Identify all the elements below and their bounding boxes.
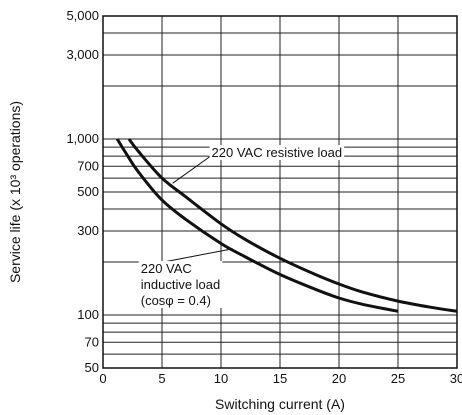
curves xyxy=(115,138,458,313)
inductive-label-line3: (cosφ = 0.4) xyxy=(141,293,211,308)
y-tick-label: 500 xyxy=(77,184,99,199)
x-tick-label: 15 xyxy=(273,371,287,386)
y-tick-label: 3,000 xyxy=(66,47,99,62)
x-tick-label: 30 xyxy=(450,371,462,386)
inductive-label-mask xyxy=(138,261,223,309)
y-axis-label: Service life (x 10³ operations) xyxy=(7,101,23,283)
plot-frame xyxy=(102,15,458,369)
x-tick-label: 25 xyxy=(391,371,405,386)
x-axis-label: Switching current (A) xyxy=(215,396,345,412)
y-tick-label: 70 xyxy=(85,334,99,349)
grid xyxy=(102,15,458,369)
annotation-resistive: 220 VAC resistive load xyxy=(172,145,345,184)
y-tick-label: 100 xyxy=(77,307,99,322)
y-tick-label: 1,000 xyxy=(66,131,99,146)
resistive-label-mask xyxy=(209,145,345,161)
resistive-load-label: 220 VAC resistive load xyxy=(212,145,343,160)
tick-labels: 5,000 3,000 1,000 700 500 300 100 70 500 5 10 15 20 2… xyxy=(66,8,462,386)
x-tick-label: 0 xyxy=(99,371,106,386)
y-tick-label: 50 xyxy=(85,360,99,375)
inductive-load-curve xyxy=(115,138,399,313)
x-tick-label: 20 xyxy=(332,371,346,386)
annotation-inductive: 220 VAC inductive load (cosφ = 0.4) xyxy=(138,248,233,309)
inductive-label-line2: inductive load xyxy=(141,277,221,292)
y-tick-label: 5,000 xyxy=(66,8,99,23)
x-tick-label: 5 xyxy=(158,371,165,386)
x-tick-label: 10 xyxy=(214,371,228,386)
resistive-load-curve xyxy=(127,138,458,313)
inductive-leader-line xyxy=(163,248,233,263)
y-tick-label: 700 xyxy=(77,158,99,173)
resistive-leader-line xyxy=(172,153,214,184)
inductive-label-line1: 220 VAC xyxy=(141,261,192,276)
y-tick-label: 300 xyxy=(77,223,99,238)
